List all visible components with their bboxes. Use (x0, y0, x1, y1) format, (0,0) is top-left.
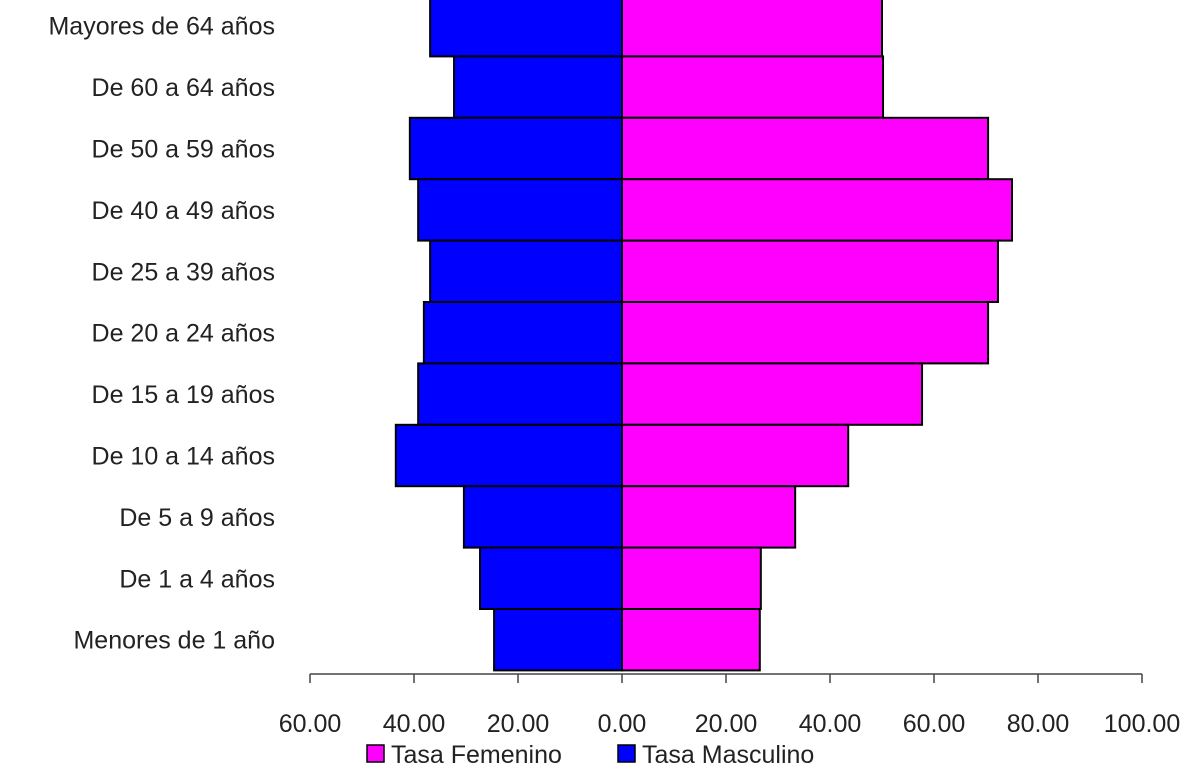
bar-femenino-3 (621, 178, 1013, 242)
bar-masculino-9 (479, 546, 624, 610)
x-tick-label: 60.00 (279, 710, 342, 738)
bar-masculino-7 (394, 423, 623, 488)
bar-femenino-4 (621, 239, 999, 304)
x-tick-label: 80.00 (1007, 710, 1070, 738)
bar-femenino-7 (621, 423, 850, 488)
category-label: De 15 a 19 años (92, 381, 275, 409)
x-tick-label: 0.00 (598, 710, 647, 738)
bar-femenino-8 (621, 485, 797, 549)
category-label: Mayores de 64 años (48, 13, 275, 41)
bars-group (394, 0, 1013, 672)
bar-masculino-10 (493, 608, 623, 672)
bar-femenino-6 (621, 362, 924, 426)
legend-masculino-label: Tasa Masculino (642, 741, 814, 769)
bar-femenino-2 (621, 116, 990, 181)
bar-masculino-2 (408, 116, 623, 181)
bar-masculino-6 (417, 362, 623, 426)
bar-masculino-8 (462, 485, 624, 549)
category-label: De 60 a 64 años (92, 74, 275, 102)
category-label: De 1 a 4 años (119, 565, 275, 593)
bar-masculino-3 (417, 178, 623, 242)
x-tick-label: 20.00 (487, 710, 550, 738)
category-label: De 10 a 14 años (92, 443, 275, 471)
bar-femenino-0 (621, 0, 883, 58)
legend-masculino-swatch (617, 744, 636, 763)
bar-femenino-10 (621, 608, 761, 672)
bar-femenino-1 (621, 55, 885, 119)
category-label: De 25 a 39 años (92, 258, 275, 286)
x-tick-label: 40.00 (383, 710, 446, 738)
x-tick-label: 100.00 (1104, 710, 1180, 738)
bar-femenino-9 (621, 546, 762, 610)
x-tick-label: 20.00 (695, 710, 758, 738)
category-label: De 20 a 24 años (92, 320, 275, 348)
category-label: De 5 a 9 años (119, 504, 275, 532)
bar-masculino-5 (422, 301, 623, 365)
x-axis: 60.00 40.00 20.00 0.00 20.00 40.00 60.00 80.00 1… (279, 673, 1180, 738)
category-label: De 50 a 59 años (92, 136, 275, 164)
bar-masculino-4 (429, 239, 623, 304)
bar-femenino-5 (621, 301, 990, 365)
category-label: Menores de 1 año (73, 627, 275, 655)
legend-femenino-swatch (366, 744, 385, 763)
bar-masculino-1 (453, 55, 624, 119)
bar-masculino-0 (429, 0, 623, 58)
legend: Tasa Femenino Tasa Masculino (366, 741, 814, 769)
legend-femenino-label: Tasa Femenino (391, 741, 562, 769)
category-labels: Mayores de 64 años De 60 a 64 años De 50 a… (48, 13, 275, 655)
x-tick-label: 40.00 (799, 710, 862, 738)
x-tick-label: 60.00 (903, 710, 966, 738)
category-label: De 40 a 49 años (92, 197, 275, 225)
